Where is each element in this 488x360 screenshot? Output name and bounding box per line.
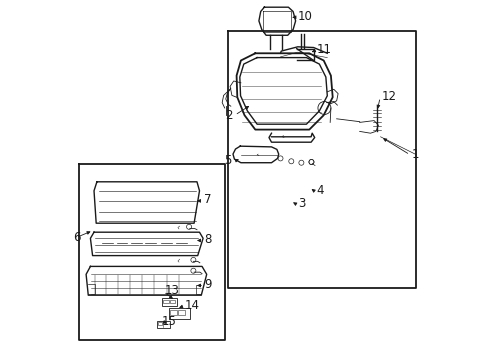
Bar [162,298,177,306]
Bar [168,308,189,319]
Text: 6: 6 [73,231,81,244]
Text: 8: 8 [204,233,211,246]
Text: 3: 3 [297,197,305,210]
Text: 15: 15 [162,315,176,328]
Text: 9: 9 [204,278,211,291]
Text: 11: 11 [316,43,331,56]
Bar [169,300,175,303]
Text: 14: 14 [185,299,200,312]
Bar [158,322,162,325]
Bar [170,310,177,315]
Bar [178,310,184,315]
Text: 12: 12 [381,90,395,103]
Text: 2: 2 [225,109,232,122]
Text: 10: 10 [297,10,312,23]
Text: 1: 1 [411,148,418,161]
Text: 7: 7 [204,193,211,206]
Bar [157,321,170,328]
Text: 13: 13 [164,284,179,297]
Text: 4: 4 [316,184,324,197]
Text: 5: 5 [224,154,231,167]
Bar [163,300,168,303]
